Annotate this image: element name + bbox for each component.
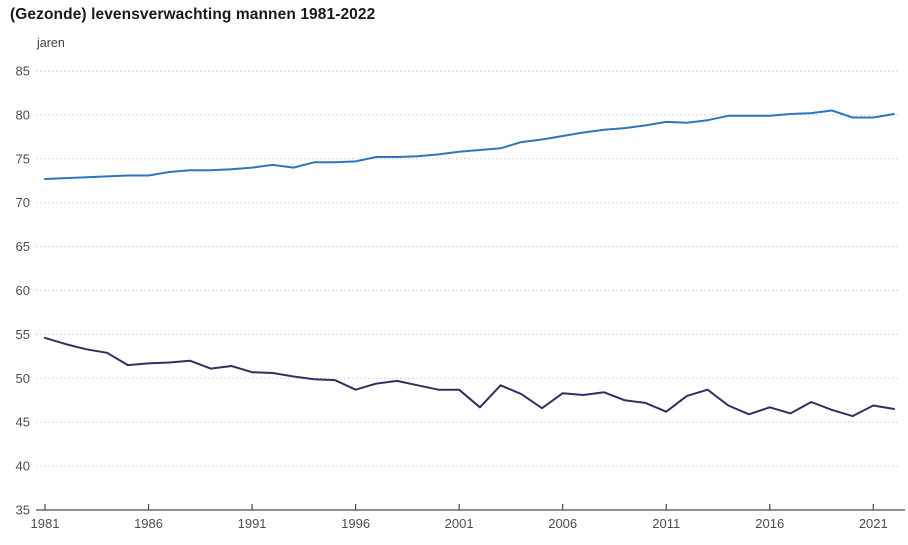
x-tick-label: 1996: [341, 516, 370, 531]
x-tick-label: 1991: [238, 516, 267, 531]
y-tick-label: 70: [16, 195, 30, 210]
y-tick-label: 55: [16, 327, 30, 342]
y-tick-label: 85: [16, 64, 30, 79]
y-tick-label: 65: [16, 239, 30, 254]
y-tick-label: 35: [16, 503, 30, 518]
y-tick-label: 60: [16, 283, 30, 298]
x-tick-label: 1986: [134, 516, 163, 531]
y-tick-label: 75: [16, 151, 30, 166]
chart-title: (Gezonde) levensverwachting mannen 1981-…: [10, 6, 376, 23]
series-line-gezonde-levensverwachting: [44, 336, 895, 418]
x-tick-label: 2011: [652, 516, 680, 531]
series-line-levensverwachting: [44, 109, 895, 180]
y-tick-label: 45: [16, 415, 30, 430]
y-tick-label: 40: [16, 459, 30, 474]
x-tick-label: 1981: [31, 516, 60, 531]
y-axis-unit-label: jaren: [37, 36, 65, 50]
y-tick-label: 50: [16, 371, 30, 386]
x-tick-label: 2001: [445, 516, 474, 531]
x-tick-label: 2016: [755, 516, 784, 531]
y-tick-label: 80: [16, 107, 30, 122]
x-tick-label: 2021: [859, 516, 888, 531]
x-tick-label: 2006: [548, 516, 577, 531]
